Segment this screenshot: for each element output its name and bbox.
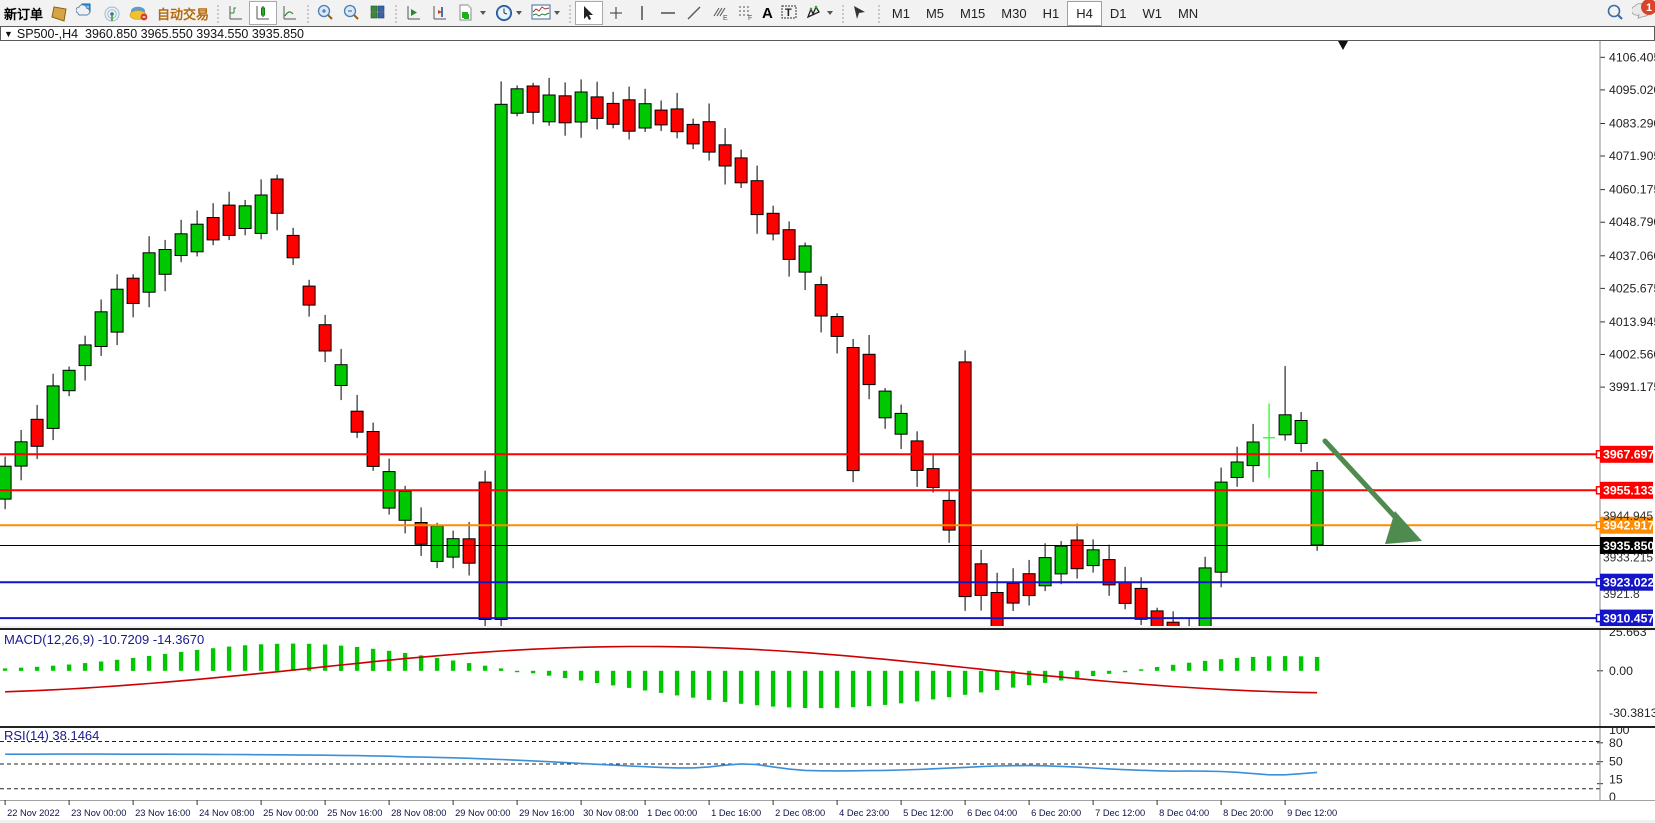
svg-text:24 Nov 08:00: 24 Nov 08:00 [199,808,254,818]
svg-text:4048.790: 4048.790 [1609,215,1655,229]
svg-text:3944.945: 3944.945 [1603,509,1653,523]
svg-text:F: F [748,15,752,22]
svg-text:23 Nov 16:00: 23 Nov 16:00 [135,808,190,818]
svg-text:22 Nov 2022: 22 Nov 2022 [7,808,60,818]
svg-text:30 Nov 08:00: 30 Nov 08:00 [583,808,638,818]
svg-text:5 Dec 12:00: 5 Dec 12:00 [903,808,953,818]
svg-text:25 Nov 16:00: 25 Nov 16:00 [327,808,382,818]
svg-text:25.663: 25.663 [1609,630,1647,639]
svg-text:3955.133: 3955.133 [1603,484,1654,498]
svg-text:25 Nov 00:00: 25 Nov 00:00 [263,808,318,818]
svg-text:1: 1 [1646,2,1652,14]
svg-text:3933.215: 3933.215 [1603,551,1653,565]
svg-text:4037.060: 4037.060 [1609,249,1655,263]
svg-text:4013.945: 4013.945 [1609,315,1655,329]
svg-text:4071.905: 4071.905 [1609,149,1655,163]
svg-text:E: E [723,15,728,22]
svg-text:6 Dec 04:00: 6 Dec 04:00 [967,808,1017,818]
svg-text:-30.3813: -30.3813 [1609,706,1655,720]
svg-text:28 Nov 08:00: 28 Nov 08:00 [391,808,446,818]
svg-text:3991.175: 3991.175 [1609,380,1655,394]
svg-text:7 Dec 12:00: 7 Dec 12:00 [1095,808,1145,818]
svg-text:MACD(12,26,9) -10.7209 -14.367: MACD(12,26,9) -10.7209 -14.3670 [4,632,204,647]
svg-text:8 Dec 04:00: 8 Dec 04:00 [1159,808,1209,818]
svg-text:T: T [785,7,792,19]
svg-text:29 Nov 16:00: 29 Nov 16:00 [519,808,574,818]
svg-text:1 Dec 16:00: 1 Dec 16:00 [711,808,761,818]
svg-text:9 Dec 12:00: 9 Dec 12:00 [1287,808,1337,818]
svg-text:3921.8: 3921.8 [1603,587,1640,601]
svg-text:4002.560: 4002.560 [1609,348,1655,362]
svg-text:4106.405: 4106.405 [1609,50,1655,64]
svg-text:4060.175: 4060.175 [1609,183,1655,197]
svg-text:29 Nov 00:00: 29 Nov 00:00 [455,808,510,818]
svg-text:3967.697: 3967.697 [1603,448,1654,462]
svg-text:80: 80 [1609,736,1623,750]
svg-text:4025.675: 4025.675 [1609,281,1655,295]
svg-text:3910.457: 3910.457 [1603,611,1654,625]
svg-text:50: 50 [1609,755,1623,769]
svg-text:15: 15 [1609,773,1623,787]
svg-text:4083.290: 4083.290 [1609,117,1655,131]
svg-text:4 Dec 23:00: 4 Dec 23:00 [839,808,889,818]
svg-text:2 Dec 08:00: 2 Dec 08:00 [775,808,825,818]
svg-text:23 Nov 00:00: 23 Nov 00:00 [71,808,126,818]
svg-text:RSI(14) 38.1464: RSI(14) 38.1464 [4,728,99,743]
svg-text:4095.020: 4095.020 [1609,83,1655,97]
svg-text:0.00: 0.00 [1609,664,1633,678]
svg-text:6 Dec 20:00: 6 Dec 20:00 [1031,808,1081,818]
svg-text:8 Dec 20:00: 8 Dec 20:00 [1223,808,1273,818]
svg-text:1 Dec 00:00: 1 Dec 00:00 [647,808,697,818]
